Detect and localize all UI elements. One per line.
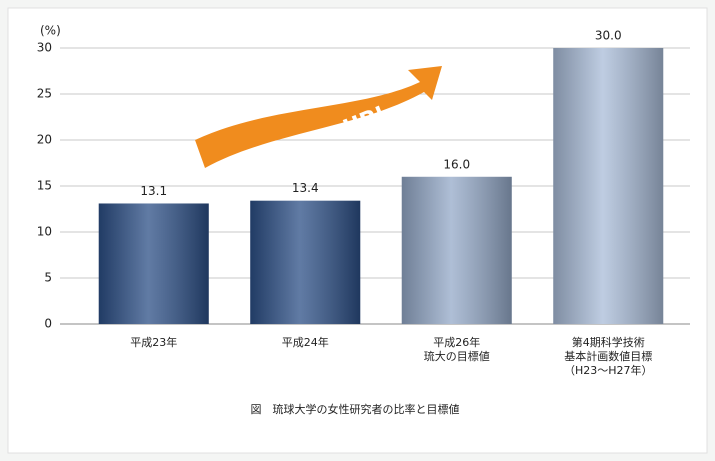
y-tick-label: 0	[44, 317, 52, 331]
x-tick-label: 平成23年	[130, 336, 178, 349]
bar-shine	[553, 48, 664, 324]
x-tick-label: 平成26年 琉大の目標値	[423, 336, 490, 363]
arrow-shape	[195, 66, 442, 168]
value-label: 13.4	[292, 181, 319, 195]
value-label: 13.1	[140, 184, 167, 198]
x-tick-label: 平成24年	[281, 336, 329, 349]
bar-shine	[401, 176, 512, 324]
value-label: 16.0	[443, 157, 470, 171]
bar-shine	[250, 200, 361, 324]
up-arrow: UP!	[195, 66, 442, 168]
y-tick-label: 20	[37, 133, 52, 147]
x-tick-label: 第4期科学技術 基本計画数値目標 （H23～H27年）	[563, 336, 653, 377]
y-tick-label: 5	[44, 271, 52, 285]
bar-shine	[98, 203, 209, 324]
y-tick-label: 30	[37, 41, 52, 55]
y-tick-label: 15	[37, 179, 52, 193]
value-label: 30.0	[595, 29, 622, 43]
y-axis-label: (%)	[40, 24, 61, 38]
y-tick-label: 10	[37, 225, 52, 239]
caption: 図 琉球大学の女性研究者の比率と目標値	[251, 402, 460, 416]
y-tick-label: 25	[37, 87, 52, 101]
